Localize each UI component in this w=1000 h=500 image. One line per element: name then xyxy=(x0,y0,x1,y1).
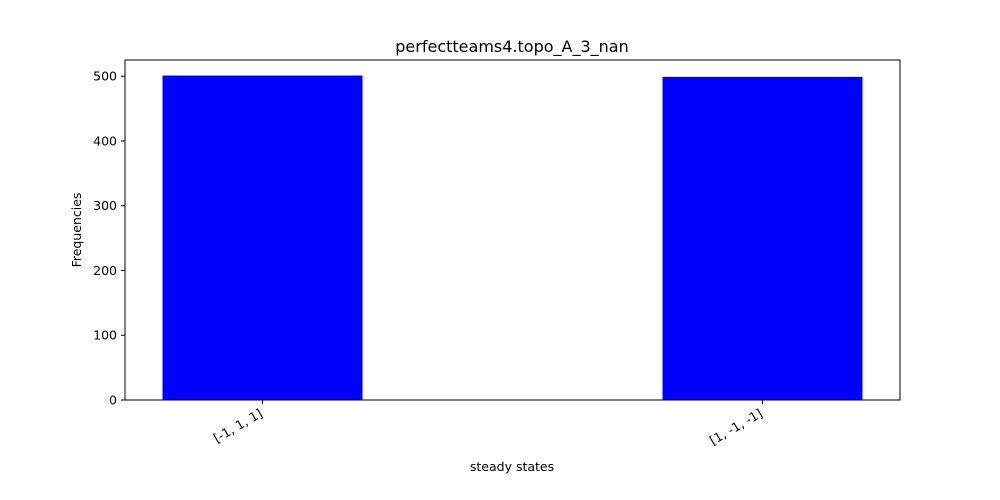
plot-area-frame xyxy=(124,59,901,401)
y-tick-label: 0 xyxy=(109,393,117,408)
chart-title: perfectteams4.topo_A_3_nan xyxy=(395,37,628,57)
y-axis-label: Frequencies xyxy=(69,193,84,268)
y-tick-label: 100 xyxy=(93,328,117,343)
y-tick-label: 400 xyxy=(93,133,117,148)
x-tick-label: [-1, 1, 1] xyxy=(211,406,265,446)
y-tick-label: 300 xyxy=(93,198,117,213)
x-tick-label: [1, -1, -1] xyxy=(707,406,765,448)
y-axis: 0 100 200 300 400 500 xyxy=(93,69,125,408)
bar-0 xyxy=(162,75,363,401)
y-tick-label: 500 xyxy=(93,69,117,84)
bar-1 xyxy=(662,76,863,400)
x-axis-label: steady states xyxy=(470,459,554,474)
y-tick-label: 200 xyxy=(93,263,117,278)
x-axis: [-1, 1, 1] [1, -1, -1] xyxy=(211,400,765,448)
bars-layer xyxy=(162,75,863,401)
